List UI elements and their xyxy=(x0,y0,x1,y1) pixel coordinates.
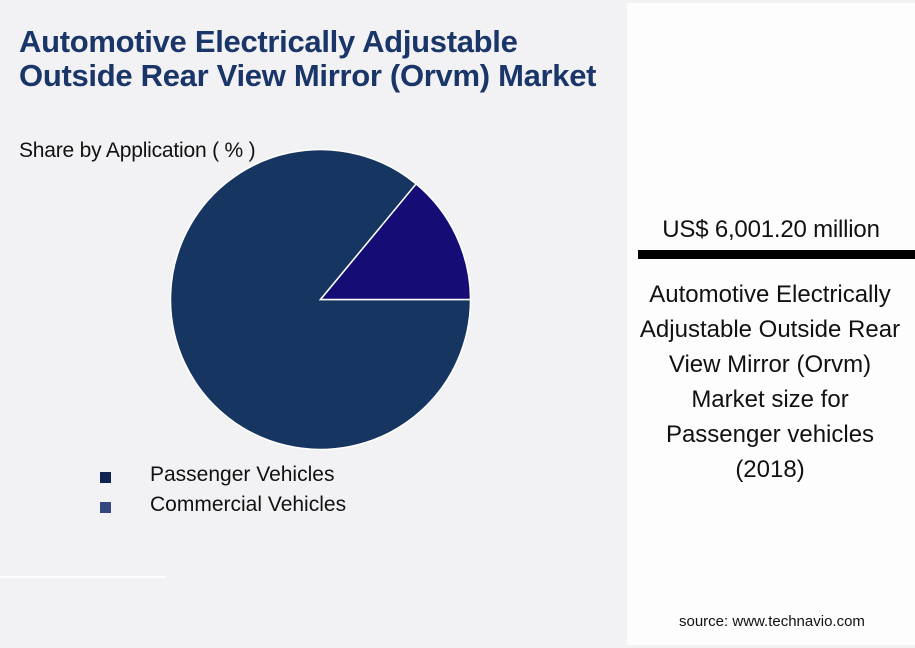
market-size-panel: US$ 6,001.20 million Automotive Electric… xyxy=(627,3,915,645)
source-credit: source: www.technavio.com xyxy=(679,613,865,630)
chart-title: Automotive Electrically Adjustable Outsi… xyxy=(19,24,597,93)
pie-slice-commercial-vehicles xyxy=(318,182,472,301)
chart-subtitle: Share by Application ( % ) xyxy=(19,139,256,162)
market-size-value: US$ 6,001.20 million xyxy=(662,216,880,243)
legend-label: Passenger Vehicles xyxy=(150,463,335,486)
divider xyxy=(0,576,165,578)
legend-swatch-icon xyxy=(100,502,111,513)
pie-chart xyxy=(169,148,472,451)
legend-label: Commercial Vehicles xyxy=(150,493,347,516)
legend-swatch-icon xyxy=(100,472,111,483)
market-size-description: Automotive Electrically Adjustable Outsi… xyxy=(639,281,901,483)
pie-slice-passenger-vehicles xyxy=(169,148,472,451)
divider-bar xyxy=(638,250,915,259)
